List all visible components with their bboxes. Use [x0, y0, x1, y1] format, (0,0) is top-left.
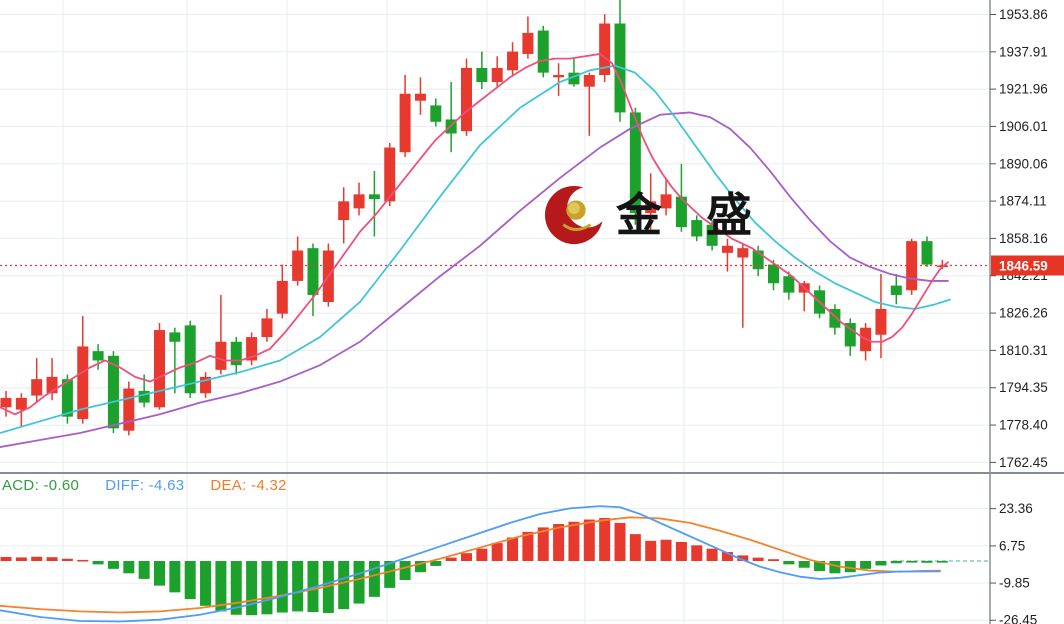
- svg-text:1810.31: 1810.31: [999, 343, 1048, 358]
- diff-value-label: DIFF: -4.63: [105, 477, 185, 494]
- grid-lines: [0, 0, 990, 624]
- svg-text:1953.86: 1953.86: [999, 7, 1048, 22]
- macd-histogram: [0, 517, 948, 616]
- svg-text:1937.91: 1937.91: [999, 44, 1048, 59]
- svg-text:1846.59: 1846.59: [999, 259, 1048, 274]
- price-axis[interactable]: 1953.86 1937.91 1921.96 1906.01 1890.06 1874.…: [990, 7, 1048, 624]
- svg-text:1778.40: 1778.40: [999, 418, 1048, 433]
- svg-text:1874.11: 1874.11: [999, 194, 1047, 209]
- svg-text:1826.26: 1826.26: [999, 306, 1048, 321]
- svg-text:1858.16: 1858.16: [999, 231, 1048, 246]
- svg-text:1921.96: 1921.96: [999, 82, 1048, 97]
- svg-text:1762.45: 1762.45: [999, 455, 1048, 470]
- svg-text:23.36: 23.36: [999, 501, 1033, 516]
- svg-text:-26.45: -26.45: [999, 613, 1037, 624]
- svg-text:1906.01: 1906.01: [999, 119, 1048, 134]
- last-price-badge: 1846.59: [991, 255, 1064, 276]
- svg-text:6.75: 6.75: [999, 538, 1025, 553]
- moving-average-lines: [0, 53, 951, 448]
- svg-text:1794.35: 1794.35: [999, 380, 1048, 395]
- svg-text:-9.85: -9.85: [999, 576, 1030, 591]
- macd-value-label: ACD: -0.60: [2, 477, 80, 494]
- dea-value-label: DEA: -4.32: [210, 477, 287, 494]
- svg-text:1890.06: 1890.06: [999, 156, 1048, 171]
- macd-lines: [0, 505, 941, 623]
- macd-indicator-labels: ACD: -0.60 DIFF: -4.63 DEA: -4.32: [2, 477, 287, 494]
